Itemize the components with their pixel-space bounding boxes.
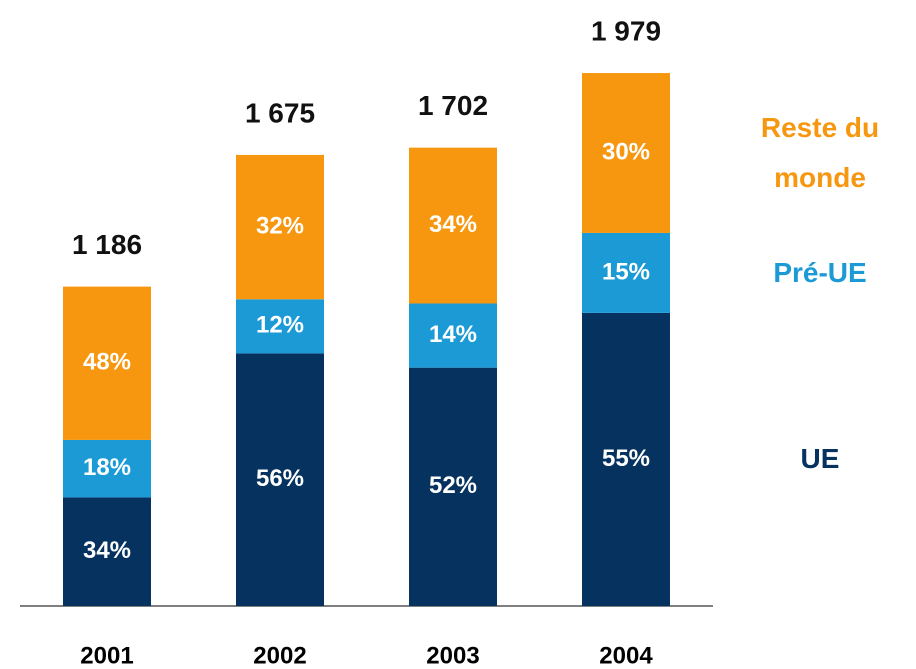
legend-entry: Reste du monde xyxy=(760,111,880,193)
bar-segment xyxy=(236,353,324,606)
x-tick-label: 2004 xyxy=(599,642,653,669)
segment-label: 32% xyxy=(256,212,304,239)
total-label: 1 186 xyxy=(72,229,142,260)
legend-entry: Pré-UE xyxy=(773,256,867,288)
total-label: 1 702 xyxy=(418,90,488,121)
segment-label: 12% xyxy=(256,312,304,339)
segment-label: 14% xyxy=(429,321,477,348)
bar-segment xyxy=(409,147,497,304)
segment-label: 15% xyxy=(602,258,650,285)
segment-label: 30% xyxy=(602,138,650,165)
bar-segment xyxy=(409,367,497,606)
bar-segment xyxy=(582,232,670,313)
bar-segment xyxy=(582,73,670,233)
segment-label: 48% xyxy=(83,349,131,376)
segment-label: 55% xyxy=(602,445,650,472)
bar-segment xyxy=(63,439,151,498)
bar-segment xyxy=(409,303,497,368)
segment-label: 34% xyxy=(83,537,131,564)
x-tick-label: 2002 xyxy=(253,642,306,669)
segment-label: 34% xyxy=(429,211,477,238)
segment-label: 56% xyxy=(256,465,304,492)
total-label: 1 675 xyxy=(245,97,315,128)
bar-segment xyxy=(236,299,324,354)
segment-label: 18% xyxy=(83,454,131,481)
bar-segment xyxy=(236,154,324,300)
total-label: 1 979 xyxy=(591,15,661,46)
segment-label: 52% xyxy=(429,472,477,499)
bar-segment xyxy=(63,286,151,440)
legend-entry: UE xyxy=(800,443,840,475)
x-tick-label: 2003 xyxy=(426,642,479,669)
bar-segment xyxy=(63,497,151,606)
bar-segment xyxy=(582,312,670,606)
x-tick-label: 2001 xyxy=(80,642,133,669)
